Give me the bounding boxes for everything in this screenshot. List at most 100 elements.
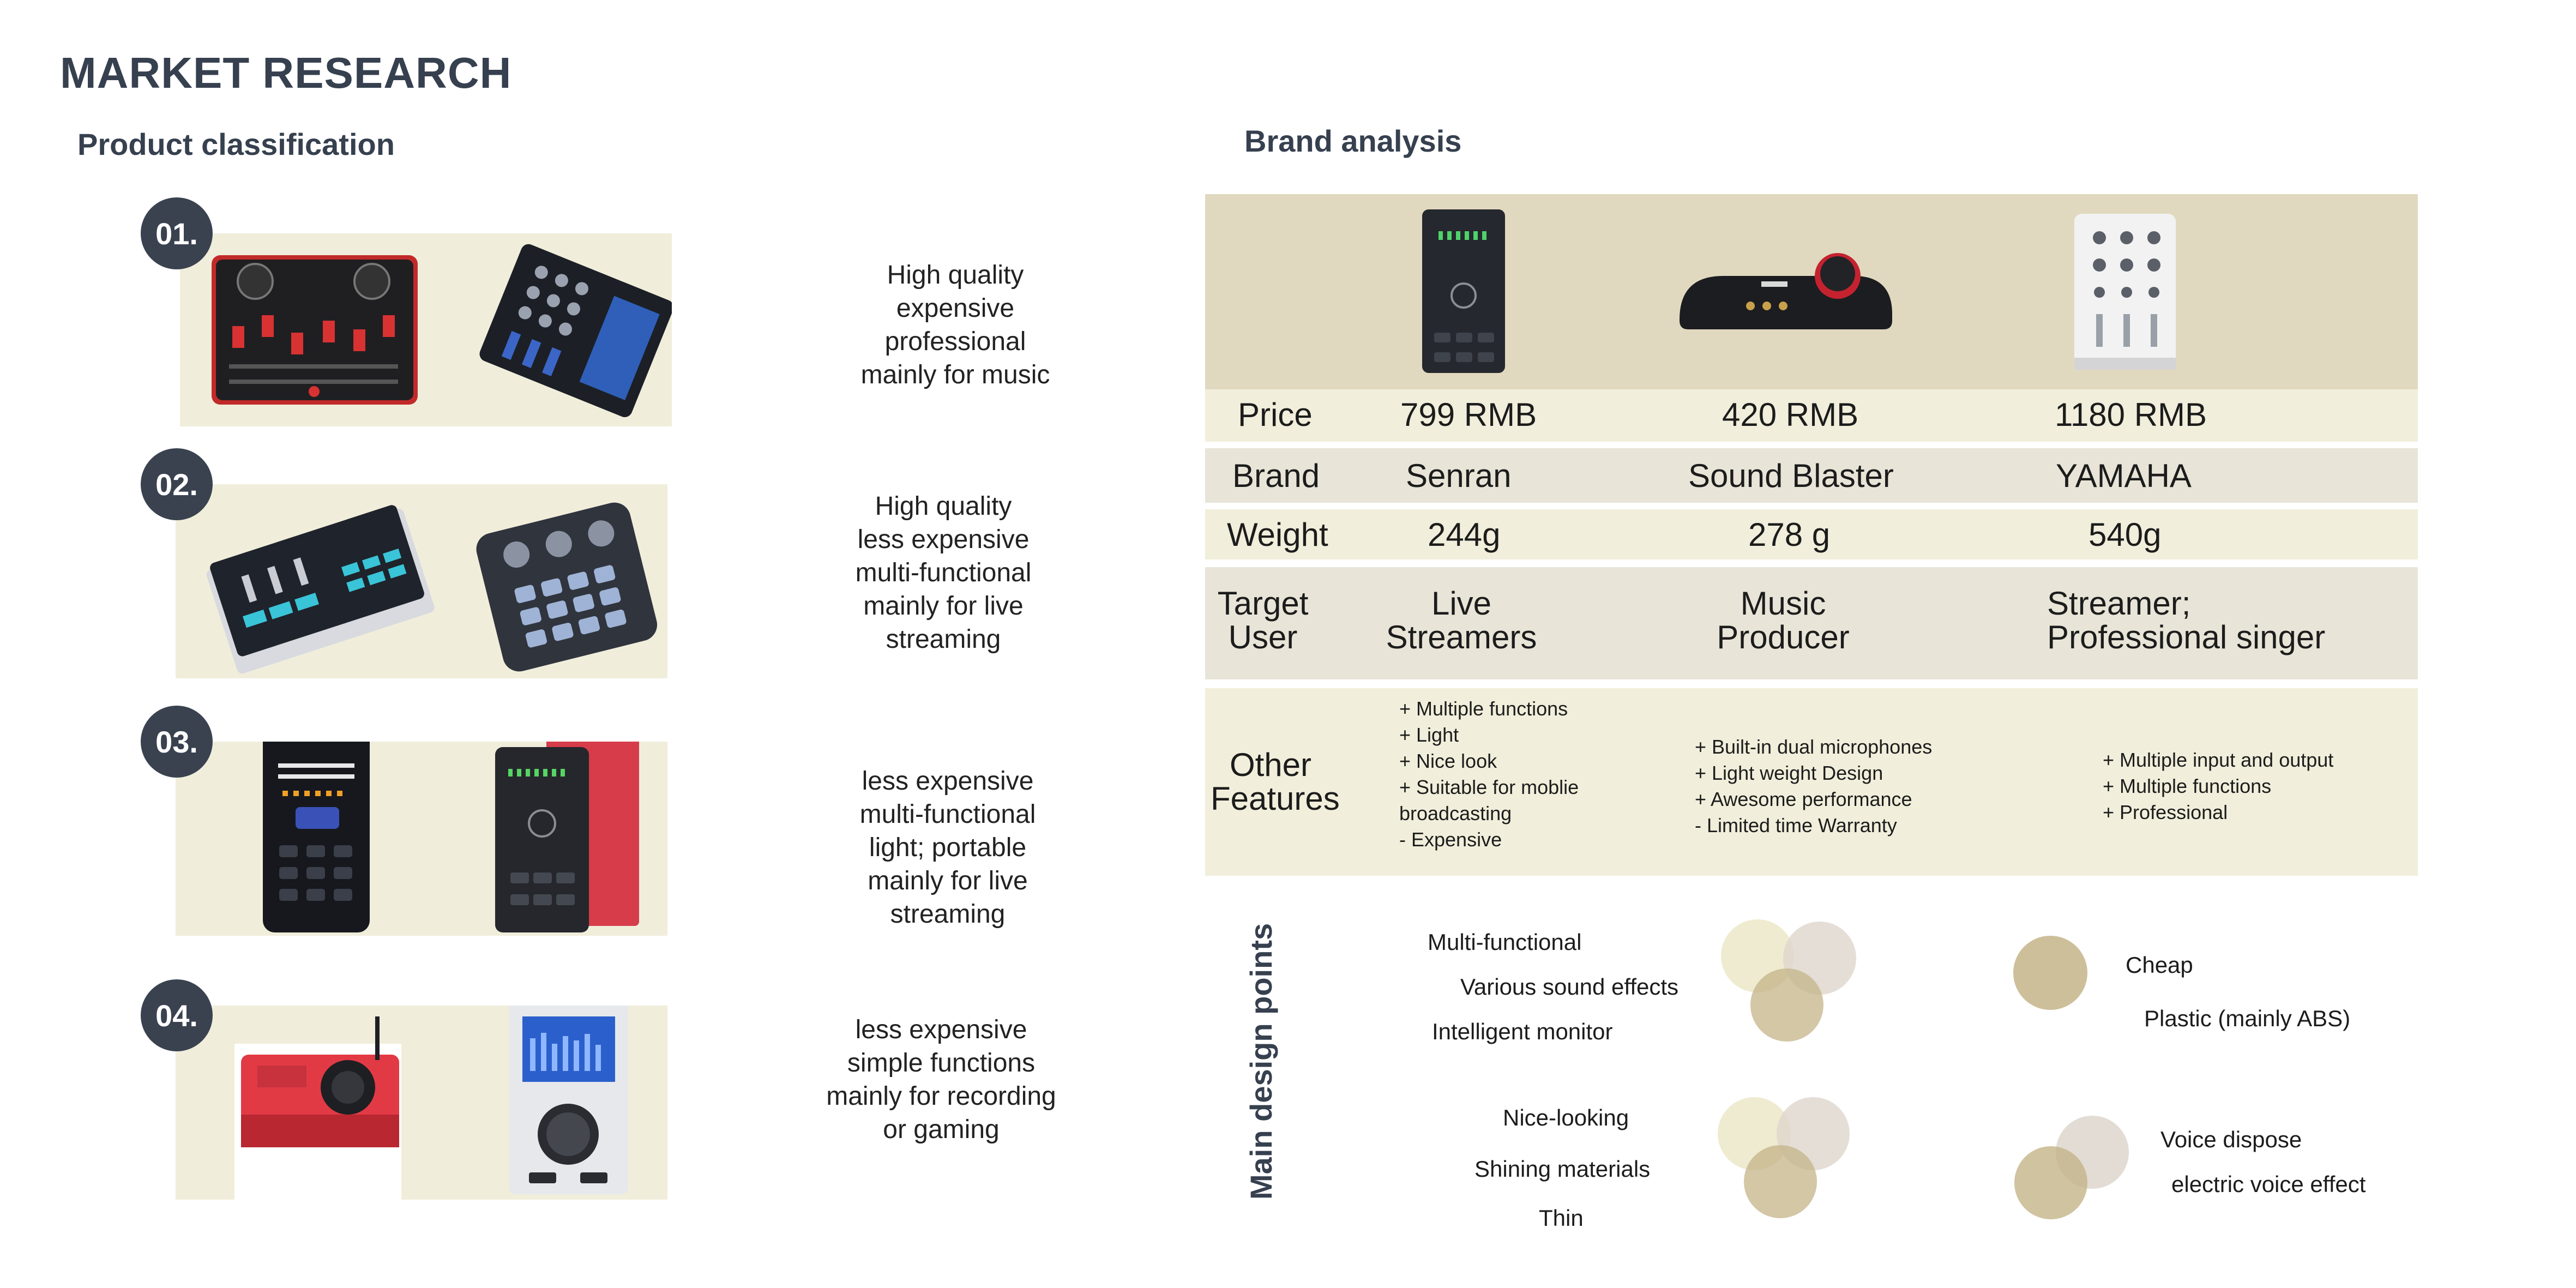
table-row-weight: Weight 244g 278 g 540g xyxy=(1205,509,2418,559)
feature-line: + Awesome performance xyxy=(1695,788,1912,810)
item-badge-03: 03. xyxy=(141,706,213,778)
venn-circle-gold xyxy=(2013,936,2087,1010)
description-line: professional xyxy=(884,327,1026,356)
description-line: light; portable xyxy=(869,833,1027,862)
brand-senran: Senran xyxy=(1406,458,1512,494)
description-line: streaming xyxy=(886,625,1001,654)
classification-description-04: less expensive simple functions mainly f… xyxy=(816,1013,1067,1146)
classification-description-03: less expensive multi-functional light; p… xyxy=(822,765,1073,931)
description-line: mainly for live xyxy=(868,866,1028,895)
row-label-price: Price xyxy=(1238,396,1313,433)
description-line: High quality xyxy=(875,492,1012,521)
table-row-brand: Brand Senran Sound Blaster YAMAHA xyxy=(1205,448,2418,503)
product-images-02 xyxy=(206,502,658,674)
value-line: Producer xyxy=(1717,619,1850,655)
row-label-brand: Brand xyxy=(1232,458,1320,494)
brand-yamaha: YAMAHA xyxy=(2056,458,2192,494)
design-point-text: Cheap xyxy=(2126,952,2193,978)
weight-senran: 244g xyxy=(1428,516,1501,553)
description-line: mainly for live xyxy=(863,592,1024,621)
target-user-senran: Live Streamers xyxy=(1380,587,1543,654)
description-line: mainly for recording xyxy=(826,1082,1056,1111)
venn-circle-gold xyxy=(1744,1145,1817,1218)
classification-panel-03 xyxy=(176,725,667,936)
design-point-text: Nice-looking xyxy=(1503,1105,1629,1130)
product-image-band xyxy=(1205,194,2418,389)
features-yamaha: + Multiple input and output + Multiple f… xyxy=(2103,747,2333,826)
design-point-text: Intelligent monitor xyxy=(1432,1019,1613,1044)
price-sound-blaster: 420 RMB xyxy=(1722,396,1859,433)
value-line: Live xyxy=(1431,585,1492,622)
feature-line: + Built-in dual microphones xyxy=(1695,736,1933,758)
classification-panel-04 xyxy=(176,998,667,1217)
product-images-01 xyxy=(212,244,674,417)
feature-line: + Multiple input and output xyxy=(2103,749,2334,771)
label-line: Other xyxy=(1229,747,1312,783)
design-point-text: Various sound effects xyxy=(1460,974,1679,1000)
design-point-text: Multi-functional xyxy=(1428,929,1582,955)
design-points-heading: Main design points xyxy=(1244,923,1278,1200)
design-point-text: Shining materials xyxy=(1474,1156,1651,1182)
feature-line: + Professional xyxy=(2103,801,2228,823)
row-label-target-user: Target User xyxy=(1214,587,1312,654)
feature-line: - Limited time Warranty xyxy=(1695,814,1897,836)
row-label-weight: Weight xyxy=(1227,516,1328,553)
feature-line: + Light xyxy=(1399,724,1459,746)
row-label-other-features: Other Features xyxy=(1211,747,1340,817)
item-badge-04: 04. xyxy=(141,979,213,1051)
venn-circle-gold xyxy=(1750,968,1823,1042)
description-line: expensive xyxy=(896,294,1015,323)
product-images-03 xyxy=(263,725,639,932)
value-line: Music xyxy=(1740,585,1826,622)
description-line: multi-functional xyxy=(855,558,1032,587)
feature-line: + Nice look xyxy=(1399,750,1497,772)
feature-line: + Suitable for moblie xyxy=(1399,776,1579,798)
venn-circle-gold xyxy=(2014,1146,2087,1219)
item-badge-01: 01. xyxy=(141,197,213,269)
feature-line: broadcasting xyxy=(1399,802,1512,824)
description-line: less expensive xyxy=(857,525,1030,554)
weight-yamaha: 540g xyxy=(2089,516,2162,553)
description-line: streaming xyxy=(890,900,1006,929)
classification-panel-01 xyxy=(180,233,674,426)
weight-sound-blaster: 278 g xyxy=(1748,516,1831,553)
classification-description-01: High quality expensive professional main… xyxy=(830,258,1081,392)
label-line: User xyxy=(1228,619,1298,655)
feature-line: + Multiple functions xyxy=(2103,775,2272,797)
target-user-sound-blaster: Music Producer xyxy=(1701,587,1865,654)
description-line: mainly for music xyxy=(860,360,1050,389)
description-line: simple functions xyxy=(847,1049,1036,1078)
description-line: less expensive xyxy=(855,1015,1027,1044)
price-yamaha: 1180 RMB xyxy=(2055,396,2207,433)
description-line: less expensive xyxy=(862,767,1034,796)
label-line: Target xyxy=(1217,585,1309,622)
table-row-price: Price 799 RMB 420 RMB 1180 RMB xyxy=(1205,389,2418,442)
brand-sound-blaster: Sound Blaster xyxy=(1688,458,1894,494)
classification-description-02: High quality less expensive multi-functi… xyxy=(818,490,1069,656)
feature-line: - Expensive xyxy=(1399,828,1502,851)
label-line: Features xyxy=(1211,780,1340,817)
description-line: or gaming xyxy=(883,1115,1000,1144)
design-point-text: electric voice effect xyxy=(2171,1171,2366,1197)
value-line: Streamer; xyxy=(2047,585,2191,622)
price-senran: 799 RMB xyxy=(1400,396,1537,433)
item-badge-02: 02. xyxy=(141,448,213,520)
design-point-text: Voice dispose xyxy=(2160,1127,2302,1152)
target-user-yamaha: Streamer; Professional singer xyxy=(2047,587,2325,654)
description-line: High quality xyxy=(887,261,1024,290)
classification-panel-02 xyxy=(176,484,667,678)
features-sound-blaster: + Built-in dual microphones + Light weig… xyxy=(1695,734,1932,839)
table-row-target-user: Target User Live Streamers Music Produce… xyxy=(1205,567,2418,679)
value-line: Professional singer xyxy=(2047,619,2326,655)
feature-line: + Multiple functions xyxy=(1399,697,1568,720)
section-heading-brand-analysis: Brand analysis xyxy=(1244,124,1462,158)
feature-line: + Light weight Design xyxy=(1695,762,1883,784)
design-point-text: Plastic (mainly ABS) xyxy=(2144,1006,2351,1031)
features-senran: + Multiple functions + Light + Nice look… xyxy=(1399,696,1579,853)
page-title: MARKET RESEARCH xyxy=(60,49,512,97)
value-line: Streamers xyxy=(1386,619,1537,655)
product-images-04 xyxy=(234,998,628,1217)
brand-product-images xyxy=(1422,209,2176,373)
description-line: multi-functional xyxy=(859,800,1036,829)
section-heading-product-classification: Product classification xyxy=(77,127,395,161)
